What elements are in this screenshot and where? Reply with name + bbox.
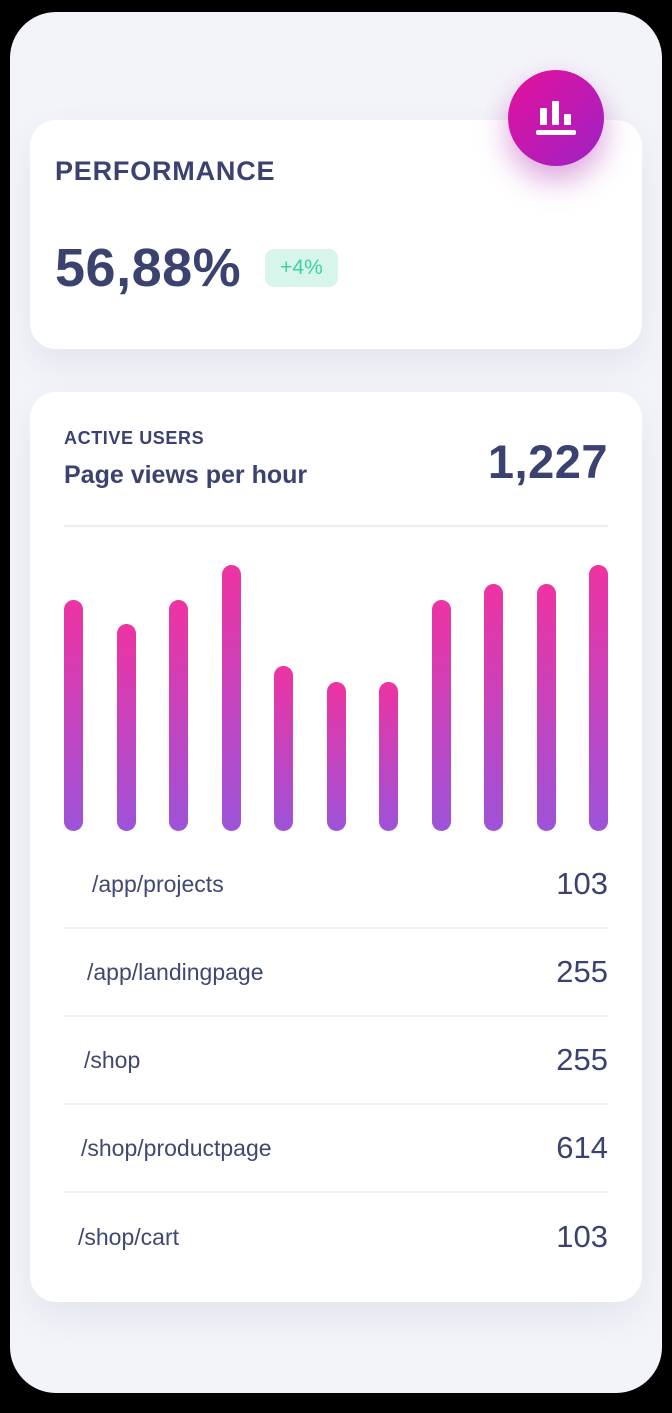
active-users-total: 1,227 [487,435,608,488]
page-view-count: 103 [556,866,608,901]
list-item: /shop/cart 103 [64,1193,608,1281]
page-views-bar-chart [64,565,608,831]
chart-bar [589,565,608,831]
active-users-header: ACTIVE USERS Page views per hour 1,227 [64,428,608,525]
chart-bar [431,599,451,831]
page-path: /shop/productpage [81,1134,272,1161]
app-screen: PERFORMANCE 56,88% +4% ACTIVE USERS Page… [10,12,662,1393]
active-users-card: ACTIVE USERS Page views per hour 1,227 /… [30,392,642,1302]
header-divider [64,525,608,527]
list-item: /app/projects 103 [64,841,608,929]
chart-bar [326,682,346,831]
page-view-count: 255 [556,954,608,989]
chart-bar [484,583,503,831]
page-path: /shop [84,1046,141,1073]
list-item: /shop 255 [64,1017,608,1105]
chart-bar [274,666,293,831]
page-view-count: 255 [556,1042,608,1077]
chart-fab-button[interactable] [508,70,604,166]
performance-value: 56,88% [55,238,242,298]
performance-title: PERFORMANCE [55,156,276,186]
page-view-count: 614 [556,1130,608,1165]
chart-bar [64,599,83,831]
chart-bar [221,565,241,831]
chart-title: Page views per hour [64,461,308,489]
chart-bar [169,599,188,831]
page-view-count: 103 [556,1219,608,1254]
active-users-label: ACTIVE USERS [64,428,205,448]
performance-delta-badge: +4% [265,249,338,287]
chart-bar [536,583,556,831]
list-item: /app/landingpage 255 [64,929,608,1017]
page-path: /app/projects [92,870,224,897]
page-path: /app/landingpage [87,958,264,985]
chart-bar [379,682,398,831]
page-path: /shop/cart [78,1223,179,1250]
page-path-list: /app/projects 103 /app/landingpage 255 /… [64,841,608,1281]
chart-bar [116,623,136,831]
bar-chart-icon [536,101,576,135]
list-item: /shop/productpage 614 [64,1105,608,1193]
